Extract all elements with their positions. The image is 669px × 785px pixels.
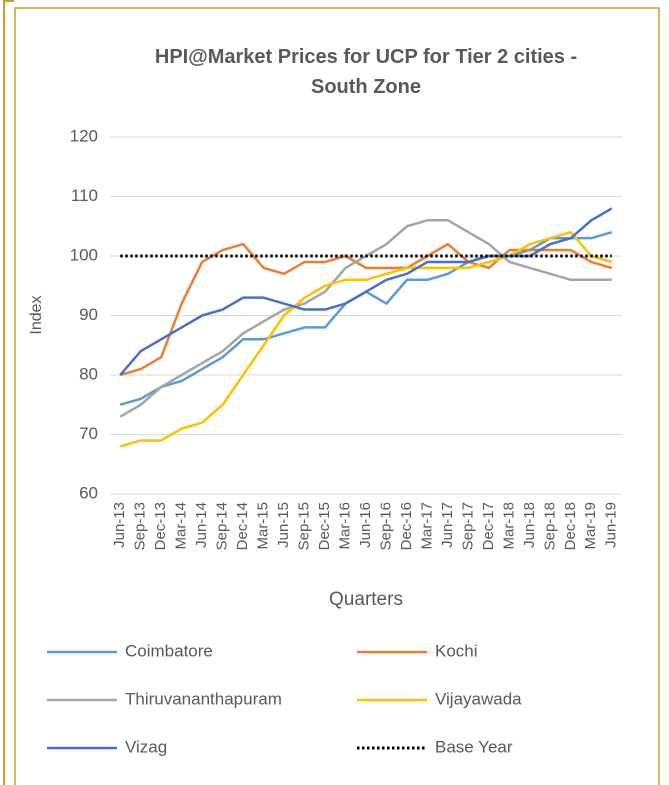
legend-label: Base Year bbox=[435, 737, 513, 756]
legend-label: Coimbatore bbox=[125, 641, 213, 660]
x-tick-label: Dec-16 bbox=[398, 502, 415, 550]
x-tick-label: Dec-13 bbox=[152, 502, 169, 550]
x-tick-label: Sep-16 bbox=[377, 502, 394, 550]
x-tick-label: Sep-13 bbox=[132, 502, 149, 550]
legend-label: Vijayawada bbox=[435, 689, 522, 708]
x-tick-label: Mar-14 bbox=[173, 502, 190, 550]
x-tick-label: Jun-18 bbox=[521, 502, 538, 548]
x-tick-label: Mar-15 bbox=[255, 502, 272, 550]
x-tick-label: Jun-13 bbox=[111, 502, 128, 548]
x-tick-label: Sep-18 bbox=[541, 502, 558, 550]
x-tick-label: Sep-17 bbox=[459, 502, 476, 550]
chart-title: HPI@Market Prices for UCP for Tier 2 cit… bbox=[154, 46, 578, 98]
x-tick-label: Mar-19 bbox=[582, 502, 599, 550]
x-tick-label: Dec-15 bbox=[316, 502, 333, 550]
x-tick-label: Dec-17 bbox=[480, 502, 497, 550]
y-tick-label: 120 bbox=[70, 126, 98, 145]
series-line bbox=[119, 242, 613, 377]
chart-border bbox=[14, 7, 660, 785]
x-tick-label: Mar-16 bbox=[336, 502, 353, 550]
x-tick-label: Jun-17 bbox=[439, 502, 456, 548]
y-tick-label: 90 bbox=[79, 305, 98, 324]
legend-label: Thiruvananthapuram bbox=[125, 689, 282, 708]
y-tick-label: 110 bbox=[71, 186, 98, 205]
x-tick-label: Sep-14 bbox=[214, 502, 231, 550]
x-tick-label: Dec-18 bbox=[562, 502, 579, 550]
y-tick-label: 80 bbox=[79, 364, 98, 383]
x-tick-label: Sep-15 bbox=[296, 502, 313, 550]
x-tick-label: Jun-19 bbox=[603, 502, 620, 548]
x-tick-label: Jun-14 bbox=[193, 502, 210, 548]
x-tick-label: Mar-17 bbox=[418, 502, 435, 550]
series-line bbox=[119, 230, 613, 448]
x-tick-label: Mar-18 bbox=[500, 502, 517, 550]
x-axis-label: Quarters bbox=[329, 589, 403, 610]
legend-label: Vizag bbox=[125, 737, 167, 756]
y-tick-label: 70 bbox=[79, 424, 98, 443]
legend-label: Kochi bbox=[435, 641, 478, 660]
series-line bbox=[119, 207, 613, 376]
y-tick-label: 60 bbox=[79, 483, 98, 502]
y-tick-label: 100 bbox=[70, 245, 98, 264]
x-tick-label: Jun-16 bbox=[357, 502, 374, 548]
series-line bbox=[119, 230, 613, 406]
y-axis-label: Index bbox=[28, 295, 45, 334]
x-tick-label: Dec-14 bbox=[234, 502, 251, 550]
x-tick-label: Jun-15 bbox=[275, 502, 292, 548]
